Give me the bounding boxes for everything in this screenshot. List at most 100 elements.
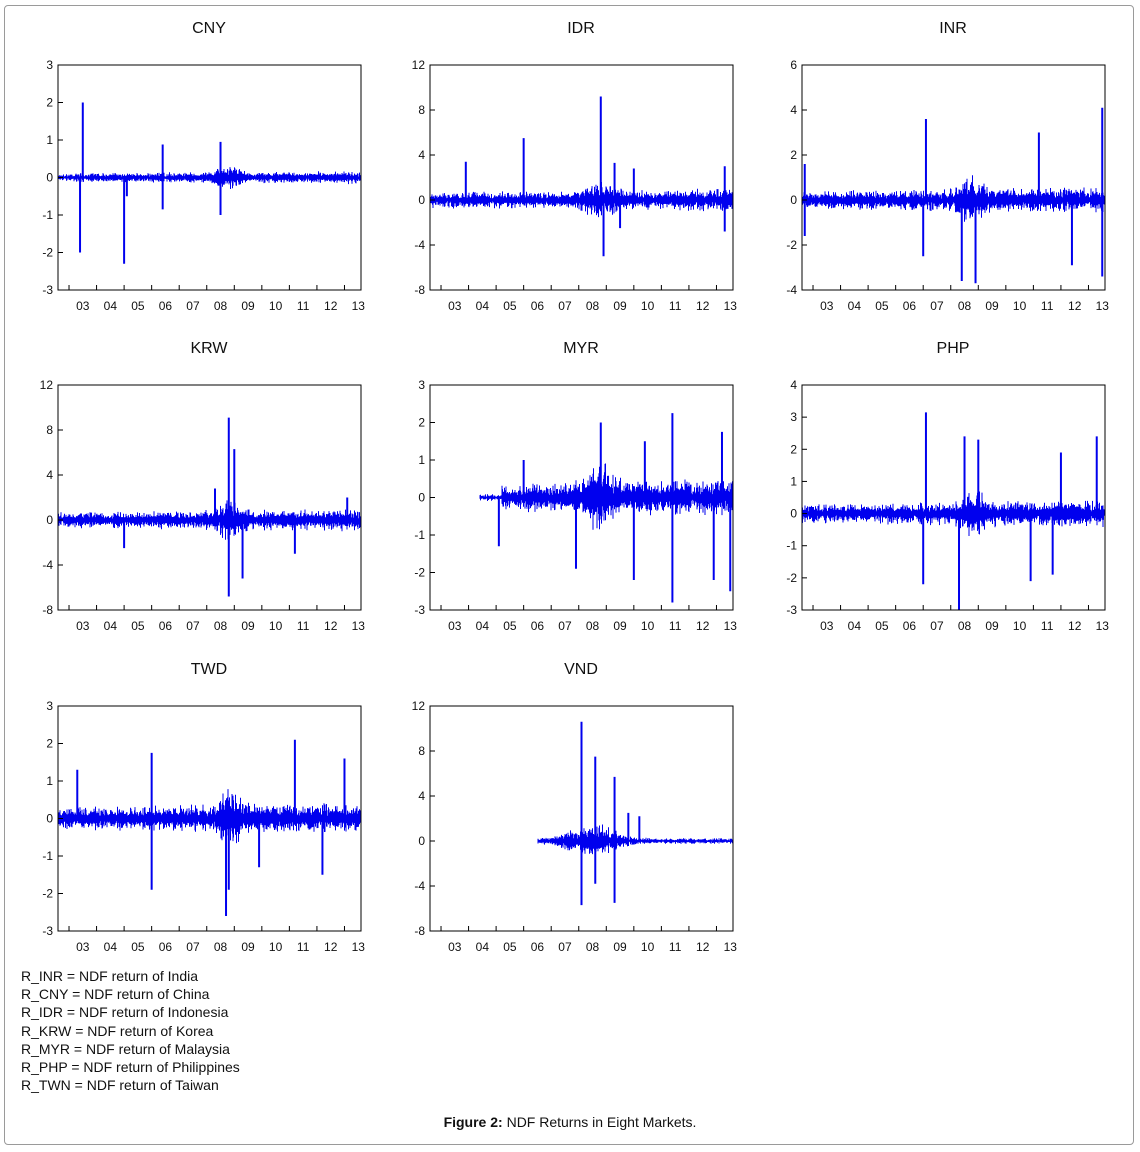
y-tick-label: 12: [412, 58, 426, 72]
x-tick-label: 10: [1013, 619, 1027, 633]
x-tick-label: 10: [641, 619, 655, 633]
x-tick-label: 12: [1068, 619, 1082, 633]
x-tick-label: 08: [586, 940, 600, 954]
x-tick-label: 05: [503, 619, 517, 633]
x-tick-label: 11: [1041, 299, 1054, 313]
y-tick-label: 2: [46, 737, 53, 751]
x-tick-label: 05: [875, 299, 889, 313]
y-tick-label: -1: [414, 528, 425, 542]
y-tick-label: -3: [786, 603, 797, 617]
chart-panel-twd: TWD -3 -2 -1 0 1 2 3 03 04 05 06 07 08 09 10 11 12 13: [0, 641, 365, 954]
y-tick-label: 4: [46, 468, 53, 482]
x-tick-label: 03: [820, 299, 834, 313]
y-tick-label: 4: [790, 378, 797, 392]
x-tick-label: 09: [613, 940, 627, 954]
x-tick-label: 11: [669, 619, 682, 633]
y-tick-label: -1: [42, 849, 53, 863]
x-tick-label: 13: [352, 299, 366, 313]
x-tick-label: 04: [104, 299, 118, 313]
chart-title: CNY: [192, 20, 226, 37]
y-tick-label: 4: [418, 789, 425, 803]
y-tick-label: -2: [42, 887, 53, 901]
x-tick-label: 11: [297, 619, 310, 633]
legend-line: R_PHP = NDF return of Philippines: [21, 1059, 240, 1076]
plot-frame: [57, 384, 362, 611]
y-tick-label: -3: [42, 283, 53, 297]
x-tick-label: 08: [958, 299, 972, 313]
legend-line: R_IDR = NDF return of Indonesia: [21, 1004, 229, 1021]
chart-title: VND: [564, 661, 598, 678]
y-tick-label: 0: [46, 513, 53, 527]
x-tick-label: 05: [875, 619, 889, 633]
x-tick-label: 08: [214, 940, 228, 954]
figure-caption: Figure 2: NDF Returns in Eight Markets.: [0, 1114, 1140, 1130]
chart-title: KRW: [190, 340, 228, 357]
series-line: [58, 789, 361, 844]
y-tick-label: 3: [46, 58, 53, 72]
x-tick-label: 09: [613, 619, 627, 633]
chart-svg: -4 -2 0 2 4 6 03 04 05 06 07 08 09 10 11 12 13: [786, 58, 1109, 313]
x-tick-label: 06: [531, 619, 545, 633]
x-tick-label: 08: [214, 619, 228, 633]
x-tick-label: 06: [903, 619, 917, 633]
x-tick-label: 11: [297, 299, 310, 313]
x-tick-label: 11: [669, 940, 682, 954]
x-tick-label: 05: [131, 619, 145, 633]
figure-frame: [4, 5, 1134, 1145]
x-tick-label: 10: [269, 619, 283, 633]
x-tick-label: 04: [476, 940, 490, 954]
chart-panel-php: PHP -3 -2 -1 0 1 2 3 4 03 04 05 06 07 08 09 10 11 12 13: [744, 320, 1109, 633]
y-tick-label: 4: [790, 103, 797, 117]
x-tick-label: 12: [324, 940, 338, 954]
x-tick-label: 06: [531, 299, 545, 313]
x-tick-label: 10: [1013, 299, 1027, 313]
x-tick-label: 11: [1041, 619, 1054, 633]
x-tick-label: 08: [586, 299, 600, 313]
x-tick-label: 10: [641, 299, 655, 313]
y-tick-label: -1: [42, 208, 53, 222]
y-tick-label: 0: [46, 812, 53, 826]
y-tick-label: -3: [42, 924, 53, 938]
x-tick-label: 06: [159, 940, 173, 954]
x-tick-label: 08: [214, 299, 228, 313]
x-tick-label: 06: [903, 299, 917, 313]
legend-line: R_CNY = NDF return of China: [21, 986, 210, 1003]
x-tick-label: 07: [558, 299, 572, 313]
x-tick-label: 10: [269, 299, 283, 313]
variable-legend: R_INR = NDF return of India R_CNY = NDF …: [21, 967, 240, 1094]
y-tick-label: -8: [42, 603, 53, 617]
y-tick-label: 12: [40, 378, 54, 392]
y-tick-label: 0: [790, 193, 797, 207]
x-tick-label: 13: [352, 940, 366, 954]
chart-panel-inr: INR -4 -2 0 2 4 6 03 04 05 06 07 08 09 10 11 12 13: [744, 0, 1109, 313]
x-tick-label: 07: [930, 299, 944, 313]
y-tick-label: -3: [414, 603, 425, 617]
y-tick-label: 3: [790, 410, 797, 424]
x-tick-label: 07: [186, 619, 200, 633]
x-tick-label: 13: [724, 299, 738, 313]
x-tick-label: 12: [696, 299, 710, 313]
x-tick-label: 11: [297, 940, 310, 954]
x-tick-label: 09: [985, 299, 999, 313]
x-tick-label: 05: [503, 299, 517, 313]
x-tick-label: 06: [159, 619, 173, 633]
x-tick-label: 04: [848, 299, 862, 313]
x-tick-label: 08: [958, 619, 972, 633]
series-line: [430, 182, 733, 218]
x-tick-label: 04: [848, 619, 862, 633]
x-tick-label: 12: [324, 619, 338, 633]
x-tick-label: 09: [985, 619, 999, 633]
x-tick-label: 13: [352, 619, 366, 633]
y-tick-label: 3: [418, 378, 425, 392]
chart-panel-vnd: VND -8 -4 0 4 8 12 03 04 05 06 07 08 09 10 11 12 13: [372, 641, 738, 954]
chart-title: TWD: [190, 661, 228, 678]
y-tick-label: -4: [786, 283, 797, 297]
y-tick-label: 2: [790, 442, 797, 456]
x-tick-label: 05: [131, 940, 145, 954]
x-tick-label: 03: [448, 940, 462, 954]
